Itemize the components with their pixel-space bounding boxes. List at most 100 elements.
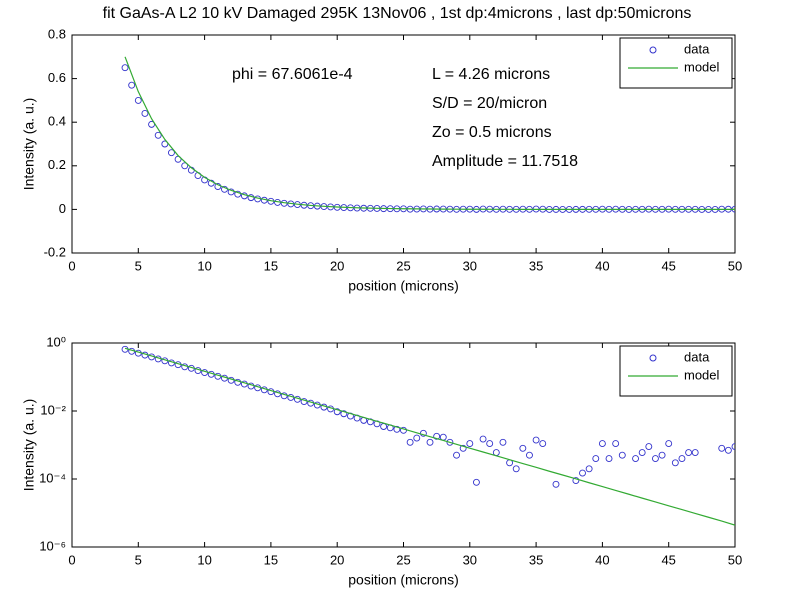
legend-label: data — [684, 349, 710, 364]
data-point — [632, 455, 639, 462]
annotation: Zo = 0.5 microns — [432, 124, 552, 141]
x-tick-label: 40 — [595, 552, 609, 567]
data-point — [618, 451, 626, 459]
data-point — [479, 435, 487, 443]
x-tick-label: 20 — [330, 552, 344, 567]
model-line — [124, 347, 735, 526]
data-point — [406, 438, 414, 446]
data-point — [665, 440, 673, 448]
data-point — [598, 440, 606, 448]
y-tick-label: 0.6 — [48, 70, 66, 85]
data-point — [579, 469, 586, 477]
annotation: phi = 67.6061e-4 — [232, 66, 353, 83]
chart-title: fit GaAs-A L2 10 kV Damaged 295K 13Nov06… — [103, 5, 692, 22]
data-point — [426, 438, 434, 446]
data-point — [472, 478, 480, 486]
x-tick-label: 5 — [135, 258, 142, 273]
data-point — [539, 440, 547, 448]
y-tick-label: 0.4 — [48, 114, 66, 129]
data-point — [512, 465, 520, 473]
x-tick-label: 25 — [396, 258, 410, 273]
y-tick-label: 0 — [59, 201, 66, 216]
legend-swatch — [649, 354, 657, 362]
x-tick-label: 50 — [728, 552, 742, 567]
data-point — [181, 162, 189, 170]
y-axis-label: Intensity (a. u.) — [21, 399, 37, 492]
legend-label: data — [684, 41, 710, 56]
data-point — [658, 451, 666, 459]
y-tick-label: -0.2 — [44, 244, 66, 259]
data-point — [532, 436, 540, 444]
data-point — [393, 425, 401, 433]
y-tick-label: 10⁰ — [46, 334, 66, 349]
x-tick-label: 35 — [529, 552, 543, 567]
data-point — [731, 443, 735, 451]
data-point — [413, 434, 421, 442]
annotation: Amplitude = 11.7518 — [432, 153, 578, 170]
data-point — [433, 432, 441, 440]
data-point — [121, 64, 129, 72]
data-point — [340, 410, 348, 418]
data-point — [552, 480, 560, 488]
legend-swatch — [649, 46, 657, 54]
plot-data — [121, 345, 735, 526]
legend-label: model — [684, 59, 720, 74]
y-axis-label: Intensity (a. u.) — [21, 98, 37, 191]
data-point — [154, 131, 162, 139]
data-point — [167, 149, 175, 157]
data-point — [446, 438, 454, 446]
x-tick-label: 30 — [463, 552, 477, 567]
x-tick-label: 40 — [595, 258, 609, 273]
data-point — [671, 459, 679, 467]
y-tick-label: 0.8 — [48, 26, 66, 41]
x-tick-label: 50 — [728, 258, 742, 273]
data-point — [519, 444, 527, 452]
data-point — [645, 443, 653, 451]
data-point — [333, 408, 341, 416]
data-point — [486, 440, 494, 448]
x-tick-label: 15 — [264, 552, 278, 567]
x-tick-label: 30 — [463, 258, 477, 273]
legend-label: model — [684, 367, 720, 382]
data-point — [128, 81, 136, 89]
legend-box — [619, 37, 733, 89]
y-tick-label: 10⁻⁶ — [39, 538, 66, 553]
data-point — [466, 440, 474, 448]
annotation: S/D = 20/micron — [432, 95, 547, 112]
data-point — [685, 449, 693, 456]
data-point — [526, 451, 533, 459]
data-point — [134, 96, 142, 104]
x-tick-label: 45 — [661, 552, 675, 567]
plot-data — [121, 56, 735, 213]
x-tick-label: 10 — [197, 258, 211, 273]
data-point — [718, 444, 726, 452]
data-point — [638, 449, 646, 456]
data-point — [141, 110, 149, 117]
data-point — [612, 440, 620, 448]
annotation: L = 4.26 microns — [432, 66, 550, 83]
x-tick-label: 20 — [330, 258, 344, 273]
x-tick-label: 10 — [197, 552, 211, 567]
model-line — [124, 56, 735, 210]
data-point — [592, 455, 600, 462]
y-tick-label: 10⁻² — [40, 402, 66, 417]
y-tick-label: 0.2 — [48, 157, 66, 172]
x-tick-label: 5 — [135, 552, 142, 567]
data-point — [572, 477, 580, 485]
x-tick-label: 35 — [529, 258, 543, 273]
data-point — [678, 455, 686, 462]
x-tick-label: 25 — [396, 552, 410, 567]
x-tick-label: 0 — [68, 258, 75, 273]
x-tick-label: 0 — [68, 552, 75, 567]
data-point — [605, 455, 613, 462]
x-axis-label: position (microns) — [348, 572, 458, 588]
x-tick-label: 15 — [264, 258, 278, 273]
data-point — [459, 444, 467, 452]
x-axis-label: position (microns) — [348, 278, 458, 294]
data-point — [691, 449, 699, 456]
y-tick-label: 10⁻⁴ — [39, 470, 66, 485]
data-point — [499, 438, 507, 446]
data-point — [724, 446, 732, 454]
legend-box — [619, 345, 733, 397]
